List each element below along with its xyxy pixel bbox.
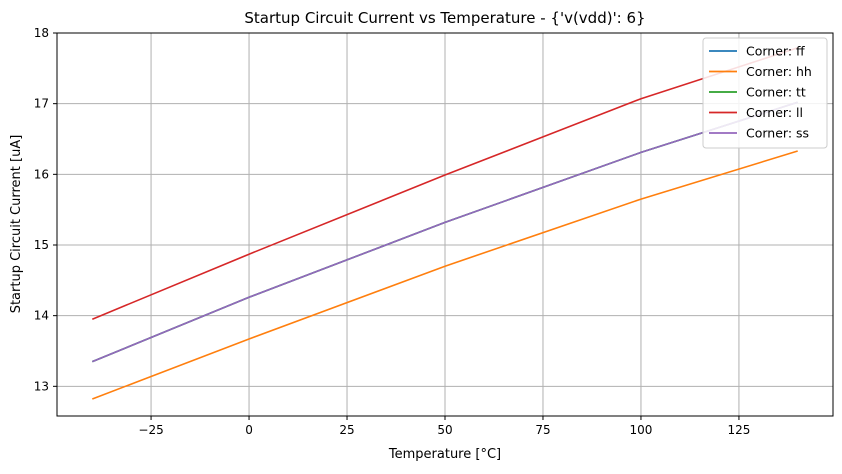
x-tick-label: 25 <box>339 423 354 437</box>
legend-label: Corner: hh <box>746 64 812 79</box>
y-tick-label: 14 <box>34 309 49 323</box>
y-axis-label: Startup Circuit Current [uA] <box>9 135 24 314</box>
legend: Corner: ff Corner: hh Corner: tt Corner: ll… <box>702 37 828 149</box>
y-tick-label: 13 <box>34 379 49 393</box>
series-line-hh <box>92 150 798 400</box>
series-line-ss <box>91 101 798 363</box>
x-tick-label: 75 <box>535 423 550 437</box>
y-tick-label: 18 <box>34 26 49 40</box>
legend-label: Corner: ll <box>746 105 803 120</box>
y-tick-label: 16 <box>34 167 49 181</box>
ticks: −25 0 25 50 75 100 125 13 14 15 16 17 18 <box>34 26 751 437</box>
x-tick-label: 0 <box>245 423 253 437</box>
legend-label: Corner: ff <box>746 44 805 59</box>
legend-label: Corner: ss <box>746 126 809 141</box>
x-axis-label: Temperature [°C] <box>388 447 501 462</box>
legend-box <box>702 37 828 149</box>
x-tick-label: 100 <box>630 423 653 437</box>
series-lines <box>91 47 798 400</box>
x-tick-label: 50 <box>437 423 452 437</box>
y-tick-label: 17 <box>34 97 49 111</box>
y-tick-label: 15 <box>34 238 49 252</box>
x-tick-label: −25 <box>138 423 163 437</box>
chart-title: Startup Circuit Current vs Temperature -… <box>244 9 645 27</box>
series-line-ll <box>91 47 798 320</box>
x-tick-label: 125 <box>727 423 750 437</box>
legend-label: Corner: tt <box>746 85 806 100</box>
